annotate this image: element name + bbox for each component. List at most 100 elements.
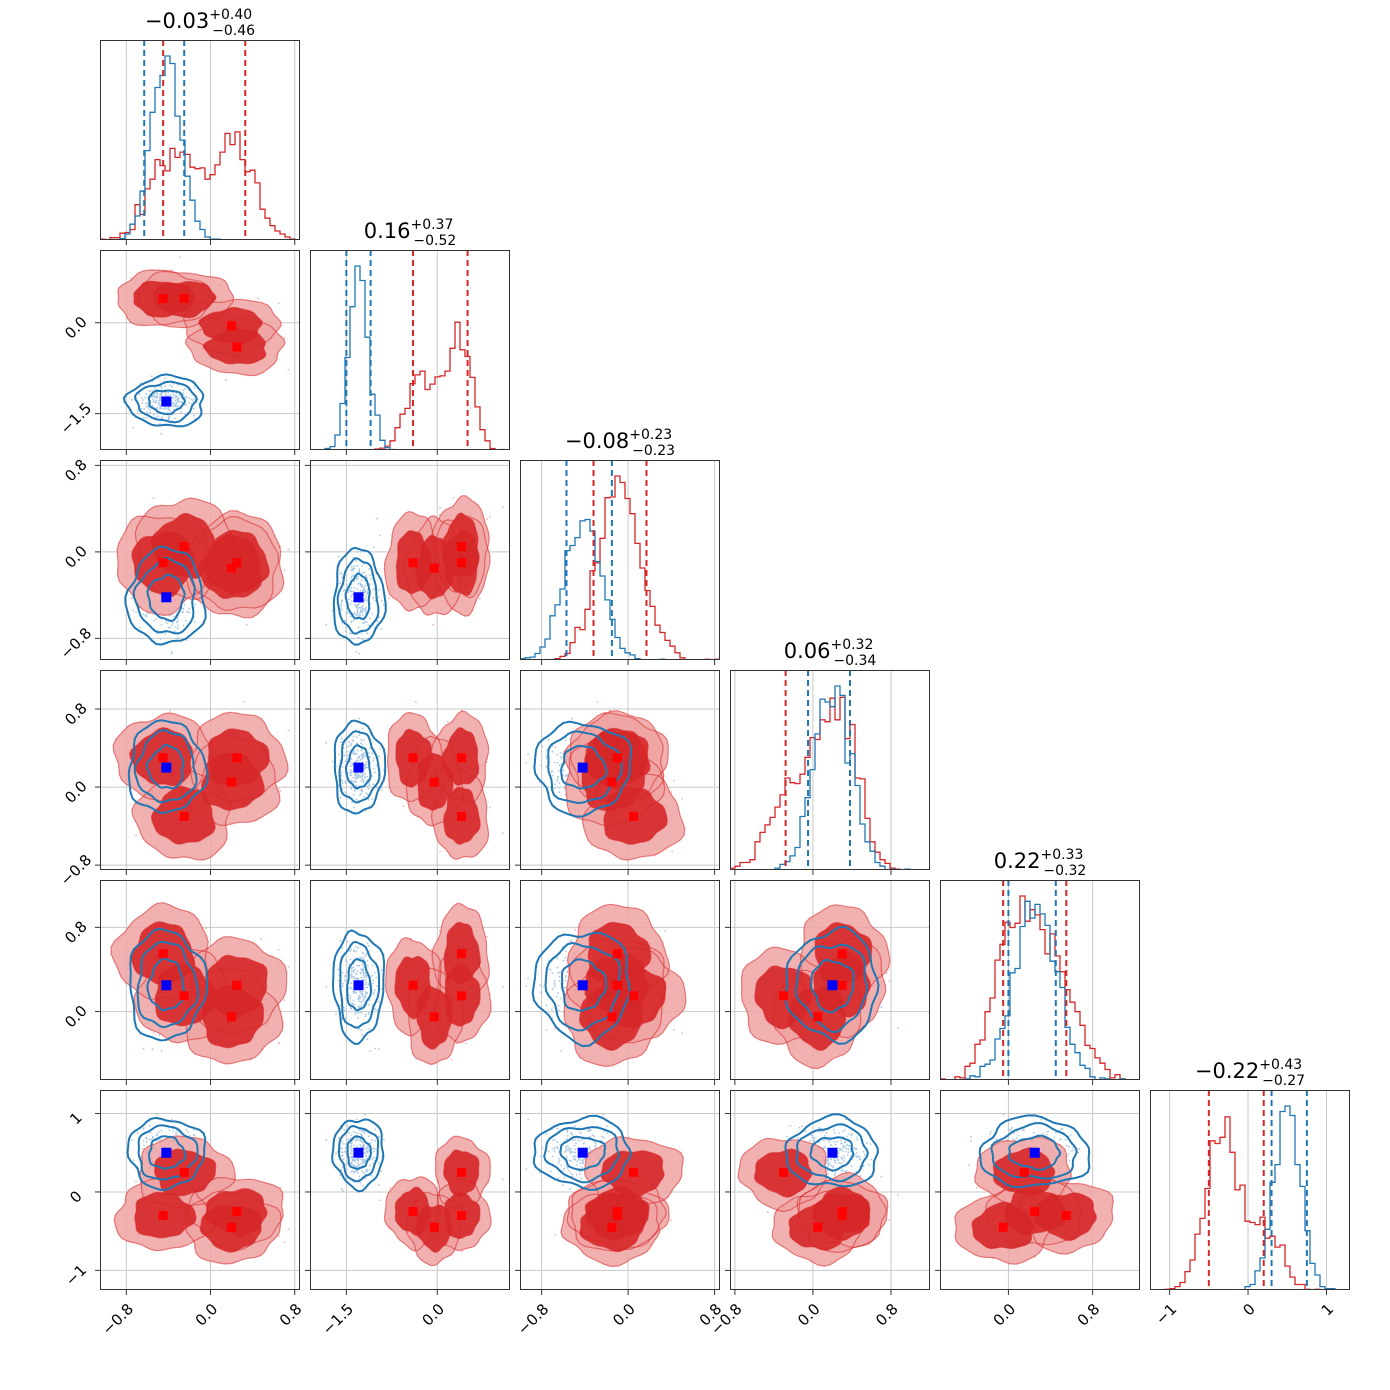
blue-sample-point	[365, 599, 367, 602]
blue-sample-point	[151, 404, 154, 407]
red-sample-point	[486, 518, 488, 521]
red-contour-line	[202, 985, 264, 1049]
blue-sample-point	[550, 1008, 553, 1011]
blue-sample-point	[345, 746, 348, 748]
blue-sample-point	[340, 603, 342, 606]
red-sample-point	[672, 1029, 675, 1031]
blue-sample-point	[361, 1000, 363, 1003]
blue-sample-point	[357, 1007, 360, 1009]
blue-sample-point	[153, 395, 156, 398]
blue-sample-point	[339, 1004, 342, 1007]
blue-sample-point	[557, 972, 560, 975]
blue-sample-point	[355, 559, 357, 562]
red-contour-line	[405, 735, 465, 827]
blue-sample-point	[354, 777, 357, 780]
red-contour-line	[137, 270, 235, 329]
blue-sample-point	[350, 976, 353, 979]
blue-contour-line	[129, 927, 209, 1042]
blue-sample-point	[354, 780, 356, 783]
blue-sample-point	[560, 755, 563, 758]
blue-sample-point	[366, 593, 368, 595]
blue-sample-point	[360, 738, 363, 741]
blue-sample-point	[571, 717, 574, 720]
blue-sample-point	[358, 1000, 361, 1003]
blue-sample-point	[527, 977, 529, 980]
red-contour-line	[395, 728, 432, 788]
red-sample-point	[478, 597, 481, 600]
blue-sample-point	[346, 940, 349, 943]
blue-sample-point	[367, 752, 370, 754]
red-marker	[158, 558, 168, 568]
blue-sample-point	[353, 586, 355, 589]
blue-sample-point	[367, 1004, 370, 1006]
blue-sample-point	[152, 619, 155, 622]
blue-sample-point	[157, 402, 160, 404]
blue-sample-point	[378, 1000, 380, 1003]
blue-sample-point	[351, 569, 354, 572]
blue-sample-point	[178, 400, 181, 403]
red-sample-point	[489, 806, 491, 809]
blue-sample-point	[545, 749, 548, 752]
blue-sample-point	[174, 405, 177, 408]
blue-sample-point	[341, 971, 344, 974]
blue-sample-point	[548, 968, 551, 970]
blue-sample-point	[353, 806, 355, 809]
blue-sample-point	[135, 611, 138, 614]
blue-sample-point	[349, 769, 352, 772]
blue-sample-point	[173, 403, 176, 405]
blue-sample-point	[354, 752, 357, 755]
blue-sample-point	[558, 791, 561, 793]
panel-frame	[310, 880, 510, 1080]
blue-sample-point	[169, 626, 172, 629]
blue-sample-point	[374, 989, 376, 991]
red-contour-line	[430, 768, 490, 860]
red-contour-line	[581, 752, 646, 812]
red-sample-point	[287, 368, 290, 371]
blue-sample-point	[558, 786, 560, 789]
blue-sample-point	[368, 1028, 371, 1030]
blue-sample-point	[168, 409, 171, 411]
blue-sample-point	[352, 999, 355, 1002]
red-sample-point	[283, 999, 286, 1002]
blue-sample-point	[359, 759, 362, 761]
red-contour-line	[112, 712, 213, 806]
blue-sample-point	[159, 405, 162, 408]
blue-sample-point	[349, 950, 351, 952]
blue-sample-point	[182, 392, 185, 394]
blue-sample-point	[361, 611, 364, 613]
blue-sample-point	[160, 624, 163, 626]
red-contour-line	[395, 529, 433, 595]
blue-sample-point	[562, 959, 565, 962]
panel-3-0	[95, 670, 300, 875]
blue-sample-point	[166, 622, 169, 624]
panel-3-1	[305, 670, 510, 875]
blue-sample-point	[551, 774, 554, 777]
blue-sample-point	[556, 995, 558, 998]
blue-sample-point	[350, 577, 353, 579]
blue-sample-point	[176, 402, 178, 404]
blue-sample-point	[350, 973, 353, 976]
blue-sample-point	[339, 939, 342, 942]
blue-sample-point	[564, 956, 567, 959]
blue-sample-point	[339, 582, 342, 585]
blue-sample-point	[361, 774, 363, 776]
blue-sample-point	[364, 610, 367, 613]
blue-sample-point	[158, 399, 161, 402]
blue-sample-point	[363, 586, 365, 589]
blue-sample-point	[364, 776, 366, 779]
red-sample-point	[452, 496, 455, 499]
blue-sample-point	[363, 976, 366, 979]
blue-sample-point	[369, 574, 371, 577]
blue-sample-point	[372, 991, 375, 994]
blue-sample-point	[150, 375, 153, 377]
blue-sample-point	[361, 788, 363, 791]
blue-sample-point	[142, 613, 145, 616]
blue-sample-point	[337, 968, 339, 971]
blue-sample-point	[158, 1034, 161, 1036]
blue-sample-point	[357, 604, 360, 606]
blue-sample-point	[151, 1048, 154, 1051]
red-sample-point	[486, 935, 488, 938]
blue-sample-point	[551, 972, 554, 974]
blue-sample-point	[353, 1003, 356, 1006]
blue-sample-point	[184, 413, 187, 415]
